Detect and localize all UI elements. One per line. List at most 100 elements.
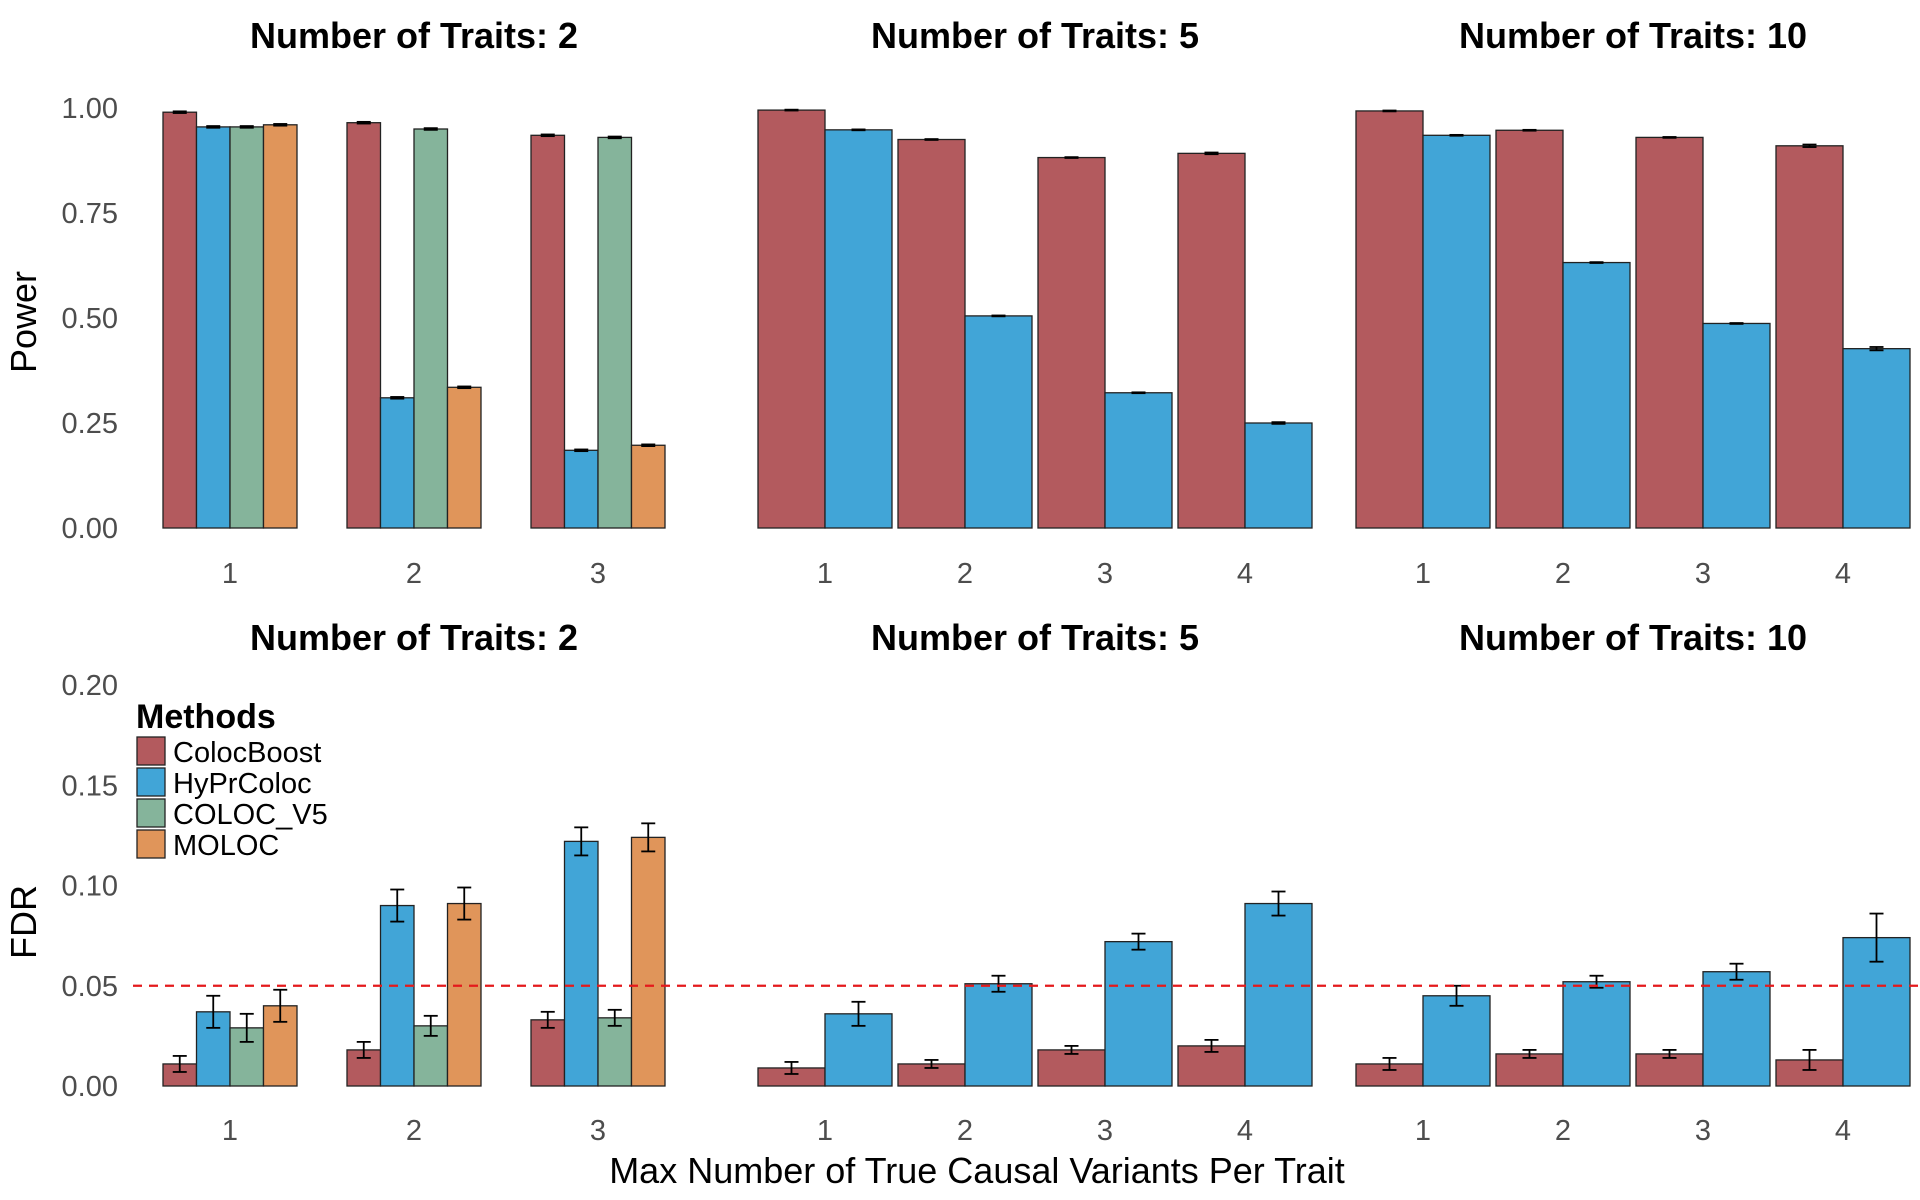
panel-title: Number of Traits: 2 [250, 617, 578, 658]
bar-colocboost-3 [1635, 136, 1704, 529]
y-tick-label: 1.00 [62, 93, 118, 125]
bar-hyprcoloc-2 [379, 904, 415, 1087]
error-bar-colocboost-2 [356, 120, 371, 125]
error-bar-hyprcoloc-3 [574, 826, 589, 857]
x-tick-label: 2 [406, 1115, 422, 1147]
x-tick-label: 2 [957, 1115, 973, 1147]
panel-title: Number of Traits: 2 [250, 15, 578, 56]
error-bar-hyprcoloc-1 [851, 128, 866, 132]
x-tick-label: 1 [222, 1115, 238, 1147]
error-bar-coloc-v5-1 [239, 1012, 254, 1043]
panel-title: Number of Traits: 5 [871, 15, 1199, 56]
error-bar-hyprcoloc-1 [851, 1000, 866, 1027]
x-tick-label: 3 [590, 558, 606, 590]
error-bar-hyprcoloc-4 [1271, 890, 1286, 917]
x-tick-label: 1 [817, 1115, 833, 1147]
error-bar-hyprcoloc-2 [1589, 261, 1604, 264]
error-bar-hyprcoloc-4 [1271, 421, 1286, 425]
panel-3: Number of Traits: 10 1 2 3 4 [1355, 15, 1911, 590]
error-bar-colocboost-3 [1662, 136, 1677, 139]
legend-swatch-hyprcoloc [136, 767, 166, 797]
error-bar-hyprcoloc-4 [1869, 912, 1884, 963]
error-bar-colocboost-1 [172, 110, 187, 114]
bar-colocboost-3 [1037, 1049, 1106, 1087]
error-bar-colocboost-2 [924, 1059, 939, 1069]
error-bar-colocboost-3 [540, 133, 555, 138]
error-bar-hyprcoloc-1 [206, 994, 221, 1029]
error-bar-colocboost-2 [1522, 128, 1537, 132]
legend-swatch-moloc [136, 829, 166, 859]
panel-title: Number of Traits: 5 [871, 617, 1199, 658]
bar-hyprcoloc-3 [1702, 322, 1771, 529]
bar-hyprcoloc-3 [1104, 940, 1173, 1087]
x-tick-label: 2 [957, 558, 973, 590]
y-tick-label: 0.25 [62, 408, 118, 440]
error-bar-hyprcoloc-3 [1131, 932, 1146, 951]
error-bar-colocboost-2 [1522, 1049, 1537, 1059]
bar-moloc-3 [630, 836, 666, 1087]
panel-6: Number of Traits: 10 1 2 3 4 [1355, 617, 1911, 1147]
error-bar-hyprcoloc-1 [206, 125, 221, 129]
y-tick-label: 0.10 [62, 871, 118, 903]
error-bar-colocboost-1 [784, 108, 799, 112]
bar-colocboost-3 [530, 1019, 566, 1087]
error-bar-hyprcoloc-2 [390, 888, 405, 923]
bar-colocboost-2 [897, 138, 966, 529]
error-bar-hyprcoloc-2 [991, 314, 1006, 318]
legend-label-colocboost: ColocBoost [173, 737, 321, 769]
legend-label-hyprcoloc: HyPrColoc [173, 768, 312, 800]
x-tick-label: 3 [1695, 1115, 1711, 1147]
error-bar-hyprcoloc-1 [1449, 133, 1464, 137]
error-bar-moloc-1 [273, 988, 288, 1023]
bar-moloc-3 [630, 444, 666, 529]
error-bar-colocboost-4 [1204, 1038, 1219, 1053]
error-bar-moloc-1 [273, 123, 288, 127]
bar-coloc-v5-3 [597, 136, 633, 529]
bar-colocboost-4 [1177, 152, 1246, 529]
bar-hyprcoloc-1 [1422, 134, 1491, 529]
bar-hyprcoloc-2 [964, 315, 1033, 529]
bar-hyprcoloc-1 [824, 129, 893, 529]
error-bar-moloc-3 [641, 443, 656, 448]
panel-title: Number of Traits: 10 [1459, 15, 1807, 56]
x-tick-label: 4 [1237, 1115, 1253, 1147]
error-bar-hyprcoloc-2 [390, 396, 405, 400]
error-bar-colocboost-4 [1204, 151, 1219, 156]
error-bar-hyprcoloc-3 [1729, 322, 1744, 325]
error-bar-coloc-v5-3 [607, 135, 622, 140]
axis-titles: Power FDR Max Number of True Causal Vari… [3, 271, 1345, 1191]
x-tick-label: 4 [1237, 558, 1253, 590]
bar-coloc-v5-1 [229, 126, 265, 529]
panel-title: Number of Traits: 10 [1459, 617, 1807, 658]
x-tick-label: 4 [1835, 558, 1851, 590]
x-tick-label: 2 [1555, 1115, 1571, 1147]
y-tick-label: 0.15 [62, 770, 118, 802]
error-bar-hyprcoloc-3 [1729, 962, 1744, 981]
error-bar-colocboost-4 [1802, 143, 1817, 148]
error-bar-coloc-v5-2 [423, 127, 438, 131]
error-bar-colocboost-3 [1662, 1049, 1677, 1059]
bar-colocboost-2 [346, 122, 382, 529]
bar-coloc-v5-2 [413, 128, 449, 529]
y-tick-label: 0.20 [62, 670, 118, 702]
bar-colocboost-3 [530, 134, 566, 529]
x-tick-label: 4 [1835, 1115, 1851, 1147]
x-tick-label: 1 [1415, 1115, 1431, 1147]
bar-hyprcoloc-3 [563, 449, 599, 529]
error-bar-colocboost-1 [172, 1055, 187, 1073]
x-tick-label: 1 [222, 558, 238, 590]
bar-hyprcoloc-2 [1562, 981, 1631, 1087]
error-bar-coloc-v5-2 [423, 1014, 438, 1037]
bar-hyprcoloc-4 [1244, 422, 1313, 529]
bar-hyprcoloc-4 [1244, 902, 1313, 1087]
bar-hyprcoloc-1 [195, 126, 231, 529]
panel-2: Number of Traits: 5 1 2 3 4 [757, 15, 1313, 590]
y-axis-title-fdr: FDR [3, 885, 44, 959]
error-bar-colocboost-1 [1382, 109, 1397, 113]
error-bar-hyprcoloc-4 [1869, 346, 1884, 352]
bar-moloc-2 [446, 386, 482, 529]
bar-hyprcoloc-2 [379, 397, 415, 529]
legend-swatch-colocboost [136, 736, 166, 766]
x-tick-label: 1 [1415, 558, 1431, 590]
